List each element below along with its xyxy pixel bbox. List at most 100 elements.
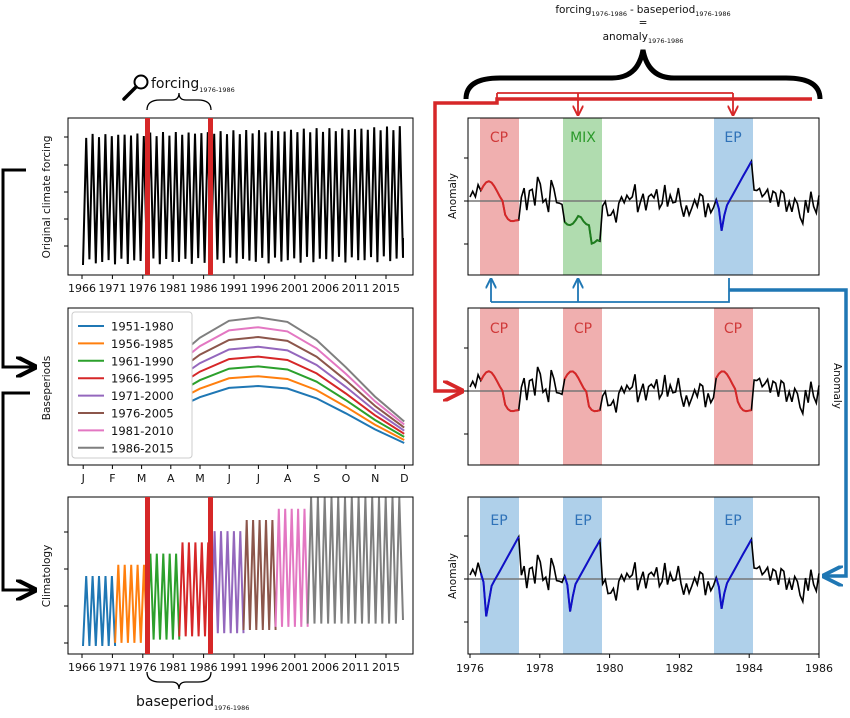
forcing-window-start-marker [145,118,150,275]
x-tick-label: 1966 [68,661,96,674]
forcing-brace [146,92,212,111]
blue-connector-main [729,288,848,576]
event-label-ep: EP [724,130,741,146]
anomaly-y-axis-label: Anomaly [447,173,459,219]
event-label-ep: EP [490,513,507,529]
event-label-ep: EP [574,513,591,529]
x-tick-label: 2015 [372,282,400,295]
baseperiods-panel: J F M A M J J A S O N D 1951-1980 1956-1985 1961-1990… [41,307,414,485]
x-tick-label: 2001 [281,661,309,674]
forcing-y-ticks [64,136,68,247]
event-label-ep: EP [724,513,741,529]
mix-event-segment [564,214,601,246]
month-tick-label: A [284,472,292,485]
month-tick-label: J [256,472,260,485]
x-tick-label: 1996 [250,661,278,674]
forcing-to-baseperiods-arrow [1,168,35,367]
x-tick-label: 2011 [342,282,370,295]
right-connectors [433,92,848,576]
legend-label: 1966-1995 [111,372,174,386]
equation-equals: = [639,17,648,29]
x-tick-label: 2011 [342,661,370,674]
legend-label: 1981-2010 [111,424,174,438]
climatology-panel: 1966 1971 1976 1981 1986 1991 1996 2001 2006 2011… [41,496,414,674]
baseperiod-brace [146,671,212,690]
climatology-window-start-marker [145,497,150,654]
x-tick-label: 2015 [372,661,400,674]
ep-event-segment [563,539,601,612]
x-tick-label: 1971 [98,282,126,295]
climatology-y-axis-label: Climatology [41,545,53,608]
cp-event-segment [563,370,601,413]
month-tick-label: A [167,472,175,485]
legend-box [71,311,193,459]
ep-band [480,497,519,654]
event-label-cp: CP [574,321,592,337]
x-tick-label: 2006 [311,661,339,674]
x-tick-label: 1986 [190,661,218,674]
legend-label: 1956-1985 [111,337,174,351]
mix-band [563,118,602,275]
event-label-cp: CP [724,321,742,337]
climatology-segment [210,531,245,634]
red-connector-main [433,97,812,391]
left-connectors [1,168,35,590]
x-tick-label: 1986 [190,282,218,295]
x-tick-label: 1976 [129,282,157,295]
anomaly-series-line [469,534,820,617]
climatology-x-ticks: 1966 1971 1976 1981 1986 1991 1996 2001 2006 2011… [68,654,400,674]
legend-label: 1976-2005 [111,407,174,421]
baseperiods-y-axis-label: Baseperiods [41,356,53,421]
panel-frame [467,117,820,276]
month-tick-label: J [81,472,85,485]
forcing-window-end-marker [208,118,213,275]
legend-label: 1971-2000 [111,389,174,403]
climatology-segment [146,553,181,640]
x-tick-label: 1991 [220,661,248,674]
forcing-series-line [82,126,404,266]
climatology-segment [274,508,309,627]
x-tick-label: 1966 [68,282,96,295]
anomaly-y-axis-label: Anomaly [447,553,459,599]
anomaly-panel-cp: CP CP CP Anomaly [467,307,843,466]
baseperiods-panel-frame [67,307,414,466]
climatology-series [82,497,404,647]
x-tick-label: 2001 [281,282,309,295]
forcing-annotation: forcing1976-1986 [122,74,235,111]
legend-label: 1986-2015 [111,441,174,455]
climatology-segment [178,542,213,637]
legend-label: 1951-1980 [111,320,174,334]
x-tick-label: 1981 [159,661,187,674]
x-tick-label: 1981 [159,282,187,295]
month-tick-label: M [137,472,147,485]
forcing-panel: 1966 1971 1976 1981 1986 1991 1996 2001 2006 2011… [41,117,414,295]
x-tick-label: 1984 [735,662,763,675]
climatology-segment [114,564,149,643]
x-tick-label: 1980 [596,662,624,675]
forcing-panel-frame [67,117,414,276]
anomaly-series-line [469,366,820,417]
ep-event-segment [715,538,753,609]
x-tick-label: 1982 [665,662,693,675]
anomaly-panel-mixed: CP MIX EP Anomaly [447,117,820,276]
panel-frame [467,496,820,655]
month-tick-label: S [313,472,320,485]
month-tick-label: O [342,472,351,485]
ep-band [563,497,602,654]
forcing-y-axis-label: Original climate forcing [41,136,53,259]
x-tick-label: 1971 [98,661,126,674]
panel-frame [467,307,820,466]
ep-band [714,497,753,654]
x-tick-label: 1996 [250,282,278,295]
x-tick-label: 1991 [220,282,248,295]
month-tick-label: D [400,472,408,485]
anomaly-series-line [469,158,820,245]
x-tick-label: 1976 [456,662,484,675]
month-tick-label: M [195,472,205,485]
ep-band [714,118,753,275]
forcing-x-ticks: 1966 1971 1976 1981 1986 1991 1996 2001 2006 2011… [68,275,400,295]
climatology-y-ticks [64,531,68,644]
climatology-window-end-marker [208,497,213,654]
legend-label: 1961-1990 [111,354,174,368]
